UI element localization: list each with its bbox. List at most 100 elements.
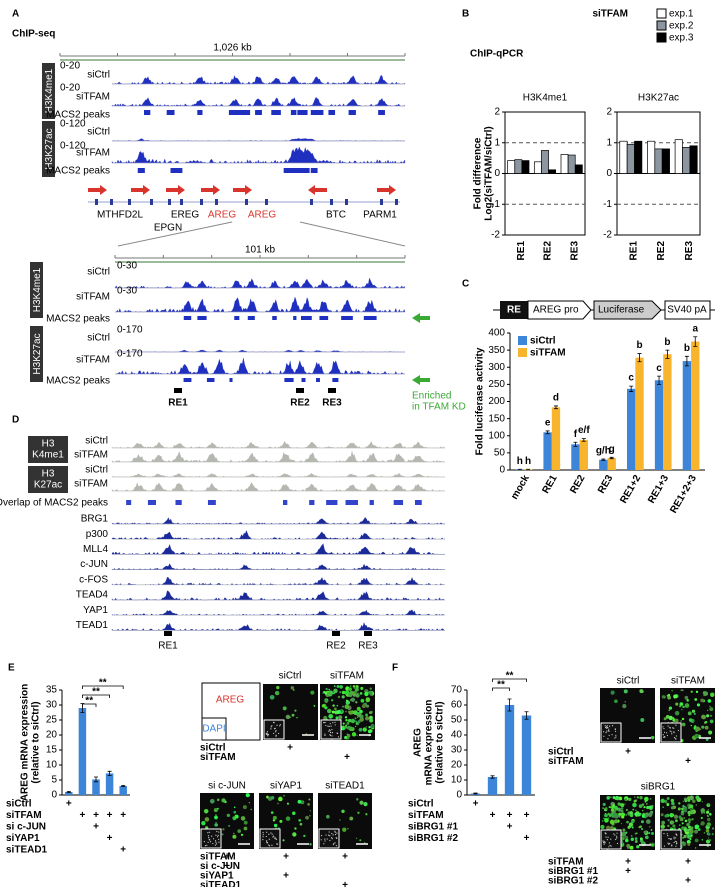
fluorescence [232, 816, 236, 820]
dapi [266, 840, 268, 842]
construct-pa [664, 300, 711, 320]
fluorescence [649, 826, 651, 828]
bracket [492, 687, 510, 691]
gene-label: EPGN [154, 223, 182, 234]
y-tick-label: 70 [451, 685, 463, 696]
peaks-label: MACS2 peaks [46, 314, 110, 325]
fluorescence [687, 711, 692, 716]
condition-mark: + [507, 822, 513, 833]
legend-label: exp.1 [669, 9, 694, 20]
range-label: 0-120 [60, 141, 86, 152]
dapi [271, 725, 273, 727]
significance-letter: b [684, 343, 690, 354]
fluorescence [641, 814, 646, 818]
fluorescence [694, 829, 699, 834]
y-tick-label: 0 [606, 168, 612, 179]
dapi [615, 734, 617, 736]
fluorescence [337, 695, 341, 699]
peak [414, 500, 422, 505]
fluorescence [699, 728, 702, 731]
fluorescence [711, 827, 715, 830]
fluorescence [689, 810, 695, 815]
dapi [217, 834, 219, 836]
bar [674, 139, 683, 174]
peak [284, 378, 294, 382]
note: Enriched [412, 391, 451, 402]
fluorescence [660, 824, 665, 829]
sample-label: siCtrl [87, 333, 110, 344]
fluorescence [324, 699, 329, 703]
sample-label: siCtrl [87, 70, 110, 81]
fluorescence [357, 711, 360, 714]
dapi [677, 729, 680, 732]
dapi [204, 844, 207, 847]
sample-label: siCtrl [85, 465, 108, 476]
exon [345, 199, 348, 205]
re-box [332, 631, 340, 636]
fluorescence [668, 706, 673, 710]
fluorescence [694, 847, 697, 849]
peak [207, 500, 216, 505]
peak [290, 110, 297, 115]
sample-label: siCtrl [87, 267, 110, 278]
condition-mark: + [79, 810, 85, 821]
y-axis-label: (relative to siCtrl) [31, 701, 42, 783]
sample-label: siTFAM [76, 292, 110, 303]
error-bar [629, 385, 634, 392]
re-label: RE1 [158, 641, 178, 652]
significance-letter: c [656, 363, 662, 374]
bar [607, 458, 616, 470]
peak [175, 500, 182, 505]
dapi [332, 843, 334, 846]
condition-mark: + [120, 845, 126, 856]
dapi [275, 734, 277, 736]
fluorescence [296, 716, 298, 719]
bracket-label: ** [99, 678, 107, 689]
condition-label: siTFAM [548, 756, 584, 767]
exon [200, 199, 203, 205]
fluorescence [620, 803, 625, 808]
y-axis-label: AREG [413, 728, 424, 757]
condition-mark: + [342, 852, 348, 863]
chart-title: H3K4me1 [523, 93, 568, 104]
peak [272, 316, 277, 320]
construct-luc [593, 300, 662, 320]
fluorescence [350, 697, 356, 702]
fluorescence [688, 835, 691, 838]
mark-box [30, 262, 43, 318]
fluorescence [364, 691, 369, 697]
legend-label: exp.2 [669, 21, 694, 32]
dapi [266, 831, 268, 833]
dapi-inset [660, 722, 682, 743]
fluorescence [667, 693, 671, 697]
construct-label: SV40 pA [667, 305, 707, 316]
fluorescence [632, 802, 637, 808]
peak [237, 110, 251, 115]
zoom-line [299, 221, 406, 247]
fluorescence [365, 726, 368, 728]
significance-letter: e/f [578, 425, 590, 436]
peak [345, 500, 359, 505]
bar [689, 145, 698, 174]
fluorescence [622, 703, 627, 709]
fluorescence [707, 837, 710, 839]
fluorescence [709, 714, 713, 718]
peak [197, 110, 203, 115]
image-header: siTFAM [671, 676, 705, 687]
fluorescence [350, 685, 352, 687]
fluorescence [618, 812, 622, 816]
y-tick-label: 30 [451, 745, 463, 756]
fluorescence [308, 814, 311, 817]
exon [110, 199, 113, 205]
fluorescence [369, 711, 373, 715]
dapi [324, 838, 326, 840]
bar [567, 154, 576, 174]
fluorescence [609, 819, 615, 825]
construct-label: RE [507, 305, 521, 316]
fluorescence [323, 715, 328, 720]
dapi [337, 736, 340, 738]
fluorescence [328, 713, 334, 719]
dapi [329, 835, 331, 837]
fluorescence [689, 795, 694, 801]
fluorescence [603, 817, 605, 820]
